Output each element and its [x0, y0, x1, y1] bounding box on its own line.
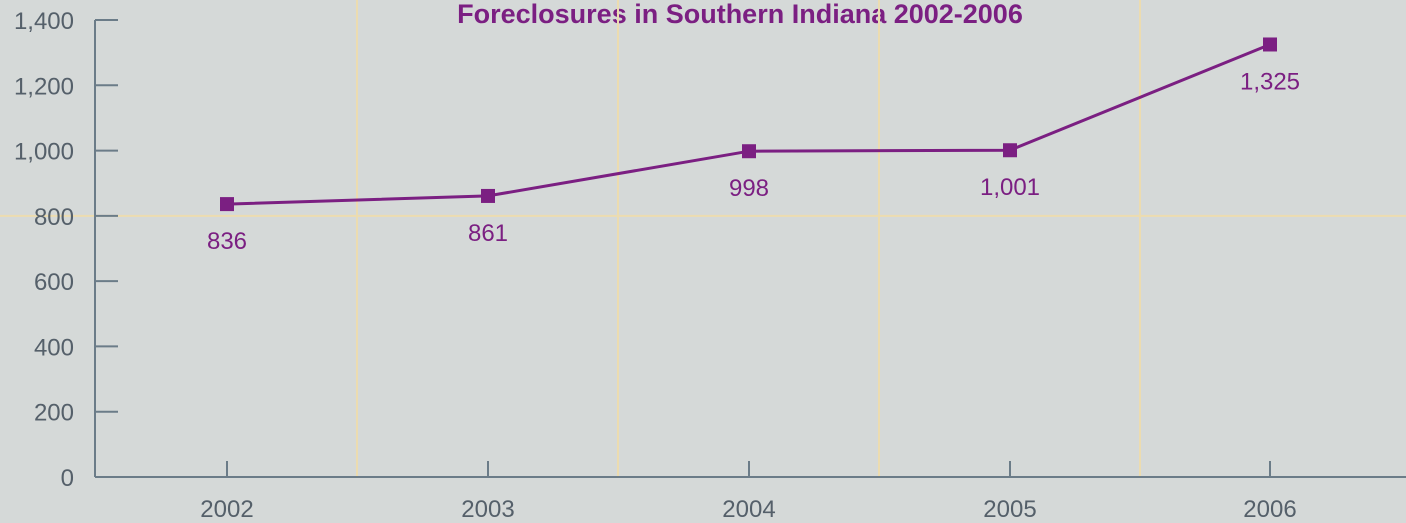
y-tick-label: 1,000	[14, 139, 74, 166]
y-tick-label: 600	[34, 269, 74, 296]
y-tick-label: 1,200	[14, 73, 74, 100]
x-tick-label: 2002	[200, 496, 253, 523]
x-tick-label: 2006	[1243, 496, 1296, 523]
data-point-marker	[481, 188, 495, 203]
y-tick-label: 0	[61, 465, 74, 492]
data-point-marker	[1263, 37, 1277, 52]
data-point-marker	[220, 197, 234, 212]
data-point-marker	[1003, 143, 1017, 158]
data-label: 1,325	[1240, 68, 1300, 95]
y-tick-label: 400	[34, 334, 74, 361]
series-layer: 836 861 998 1,001 1,325	[207, 37, 1300, 255]
y-tick-label: 200	[34, 400, 74, 427]
x-tick-label: 2005	[983, 496, 1036, 523]
data-label: 998	[729, 175, 769, 202]
chart-title: Foreclosures in Southern Indiana 2002-20…	[457, 0, 1023, 29]
x-tick-label: 2003	[461, 496, 514, 523]
data-label: 836	[207, 228, 247, 255]
grid-lines	[0, 0, 1406, 477]
y-tick-label: 800	[34, 204, 74, 231]
data-label: 1,001	[980, 174, 1040, 201]
data-point-marker	[742, 144, 756, 159]
data-label: 861	[468, 220, 508, 247]
tick-labels: 0 200 400 600 800 1,000 1,200 1,400 2002 2003 2004…	[14, 8, 1297, 523]
x-tick-label: 2004	[722, 496, 775, 523]
axes	[94, 19, 1406, 478]
y-tick-label: 1,400	[14, 8, 74, 35]
